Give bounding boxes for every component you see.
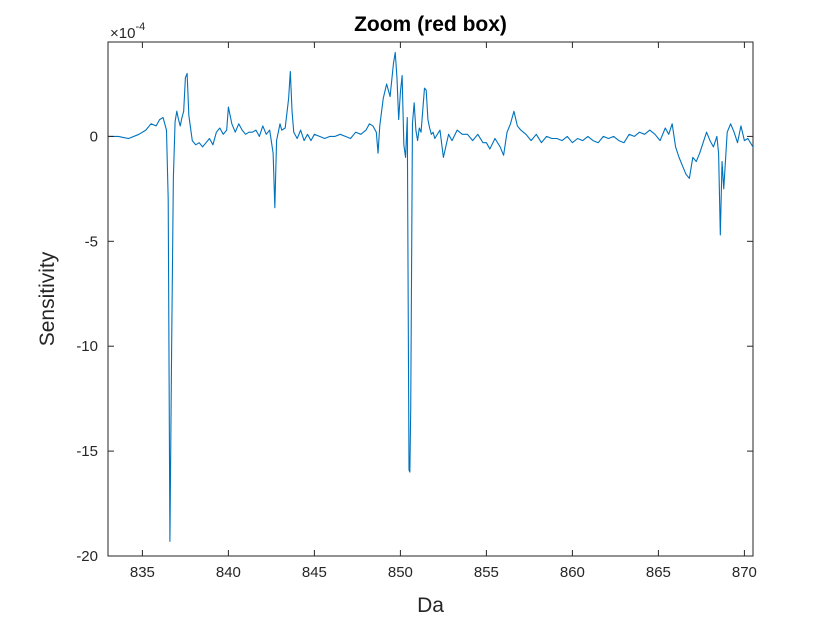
y-tick-label: -10 xyxy=(76,338,98,355)
y-tick-label: 0 xyxy=(90,128,98,145)
exponent-base: ×10 xyxy=(110,25,135,42)
y-axis-label: Sensitivity xyxy=(36,251,59,346)
series-line xyxy=(108,51,754,542)
plot-area xyxy=(107,41,754,557)
x-tick-label: 865 xyxy=(646,564,671,581)
x-axis-label: Da xyxy=(417,594,444,617)
x-tick-label: 860 xyxy=(560,564,585,581)
x-tick-label: 870 xyxy=(732,564,757,581)
y-tick-label: -5 xyxy=(85,233,98,250)
x-tick-label: 840 xyxy=(216,564,241,581)
y-tick-label: -15 xyxy=(76,443,98,460)
x-tick-label: 855 xyxy=(474,564,499,581)
x-tick-label: 835 xyxy=(130,564,155,581)
exponent-power: -4 xyxy=(135,21,145,33)
x-axis-ticks: 835 840 845 850 855 860 865 870 xyxy=(130,42,757,581)
y-tick-label: -20 xyxy=(76,548,98,565)
y-axis-ticks: 0 -5 -10 -15 -20 xyxy=(76,128,753,565)
chart-title: Zoom (red box) xyxy=(354,13,507,36)
x-tick-label: 845 xyxy=(302,564,327,581)
y-axis-exponent: ×10-4 xyxy=(110,21,145,42)
axes-box xyxy=(107,41,754,557)
x-tick-label: 850 xyxy=(388,564,413,581)
